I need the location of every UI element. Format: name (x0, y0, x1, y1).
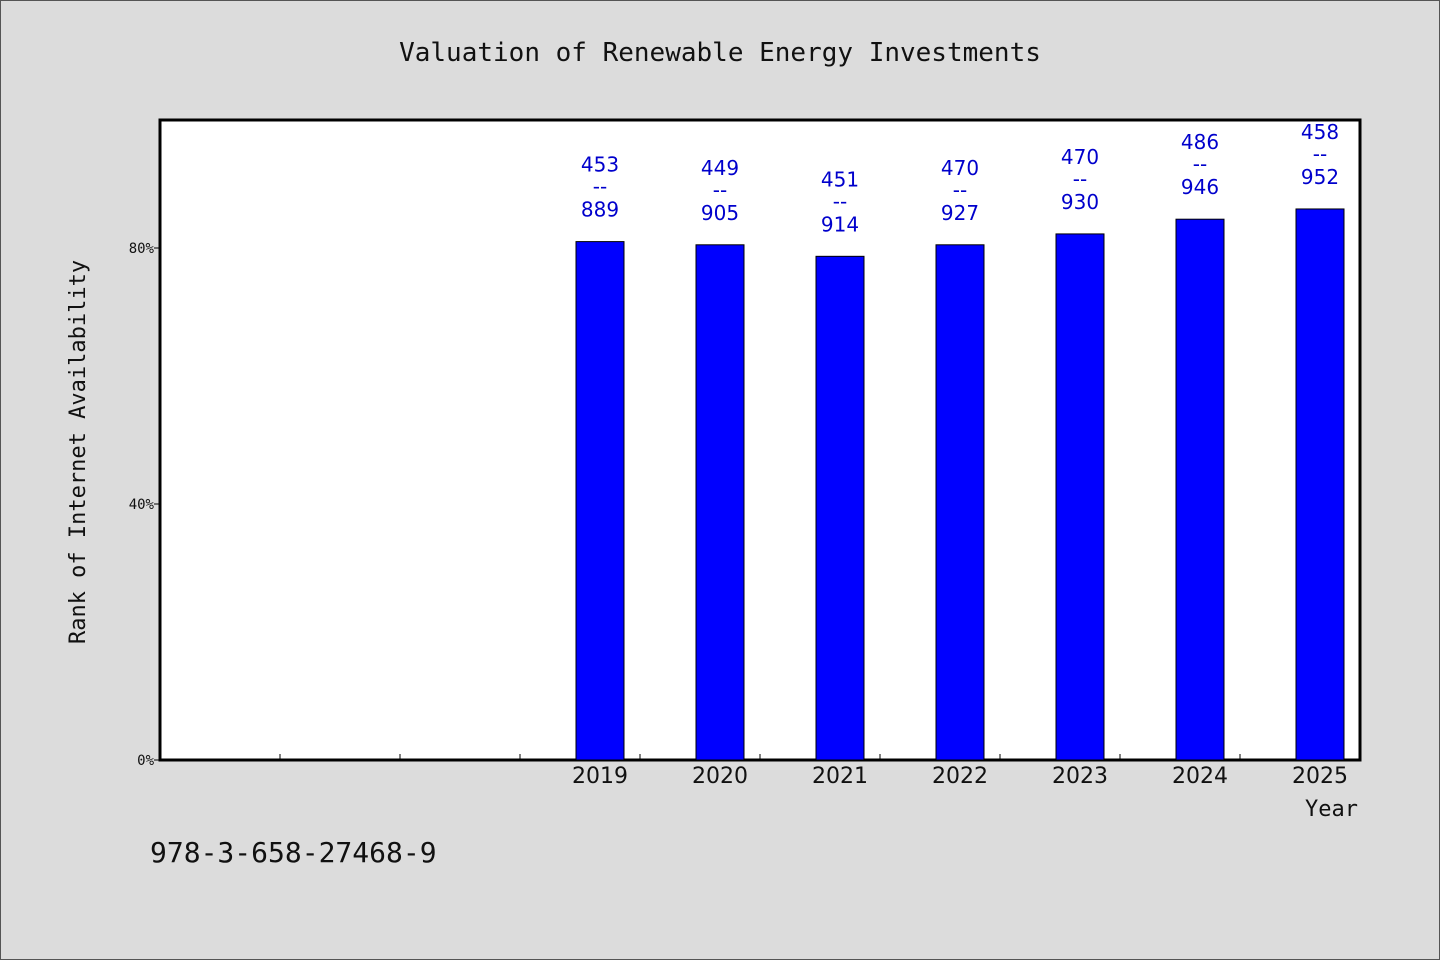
data-label: 889 (581, 198, 619, 222)
data-label: 946 (1181, 175, 1219, 199)
data-label: -- (713, 178, 727, 202)
data-label: 486 (1181, 130, 1219, 154)
data-label: 451 (821, 167, 859, 191)
data-label: 449 (701, 156, 739, 180)
x-axis-label: Year (1305, 797, 1358, 822)
x-tick-label: 2025 (1292, 764, 1348, 789)
data-label: 914 (821, 212, 859, 236)
data-label: -- (953, 178, 967, 202)
y-tick-label: 80% (129, 241, 155, 257)
data-label: 930 (1061, 190, 1099, 214)
bars (575, 208, 1345, 761)
data-labels: 453--889449--905451--914470--927470--930… (581, 120, 1339, 236)
bar-2023 (1055, 233, 1105, 761)
data-label: -- (593, 175, 607, 199)
data-label: -- (1193, 152, 1207, 176)
bar-2024 (1175, 218, 1225, 761)
data-label: -- (1073, 167, 1087, 191)
bar-2022 (935, 244, 985, 761)
x-tick-label: 2024 (1172, 764, 1228, 789)
data-label: 453 (581, 153, 619, 177)
y-axis-label: Rank of Internet Availability (66, 260, 91, 644)
y-tick-label: 40% (129, 497, 155, 513)
data-label: 905 (701, 201, 739, 225)
data-label: -- (833, 189, 847, 213)
bar-2021 (815, 255, 865, 761)
footer-isbn: 978-3-658-27468-9 (150, 836, 437, 869)
bar-2019 (575, 241, 625, 761)
data-label: 470 (1061, 145, 1099, 169)
x-tick-label: 2022 (932, 764, 988, 789)
plot-area (158, 118, 1362, 762)
data-label: 470 (941, 156, 979, 180)
x-tick-label: 2020 (692, 764, 748, 789)
x-tick-label: 2019 (572, 764, 628, 789)
data-label: 458 (1301, 120, 1339, 144)
data-label: 952 (1301, 165, 1339, 189)
data-label: 927 (941, 201, 979, 225)
x-tick-label: 2023 (1052, 764, 1108, 789)
bar-2025 (1295, 208, 1345, 761)
chart-title: Valuation of Renewable Energy Investment… (399, 38, 1041, 68)
y-tick-label: 0% (137, 753, 154, 769)
data-label: -- (1313, 142, 1327, 166)
axis-ticks: 0% 40% 80% 2019 2020 2021 2022 2023 2024 2025 (129, 241, 1348, 789)
bar-2020 (695, 244, 745, 761)
x-tick-label: 2021 (812, 764, 868, 789)
